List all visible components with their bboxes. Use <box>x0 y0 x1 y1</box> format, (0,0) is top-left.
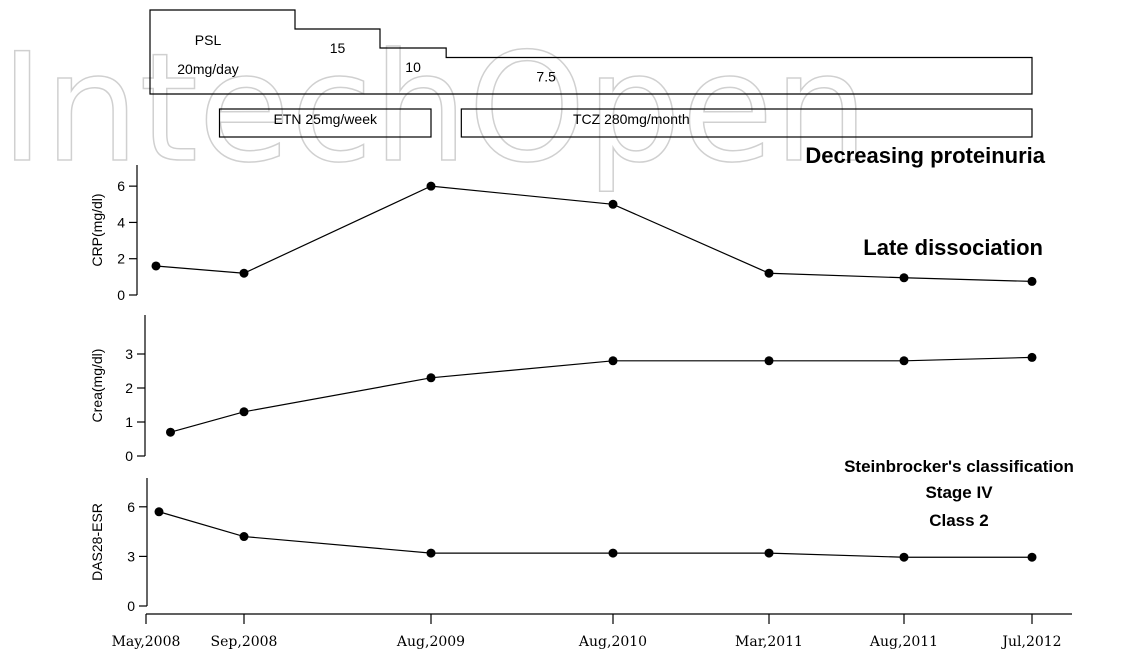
panel-annotation: Steinbrocker's classification <box>844 457 1074 476</box>
panel-1: 0 1 2 3 Crea(mg/dl) <box>89 315 1037 464</box>
data-point <box>764 268 774 278</box>
data-point <box>1027 352 1037 362</box>
data-point <box>154 507 164 517</box>
x-tick-label: May,2008 <box>112 634 181 650</box>
data-point <box>166 427 175 437</box>
y-tick-label: 6 <box>127 499 135 515</box>
psl-step-label: 7.5 <box>536 69 556 85</box>
data-point <box>608 548 618 558</box>
x-axis: May,2008 Sep,2008 Aug,2009 Aug,2010 Mar,2011… <box>112 613 1072 650</box>
data-point <box>764 356 774 366</box>
y-tick-label: 0 <box>117 287 125 303</box>
biologic-label: TCZ 280mg/month <box>573 111 690 127</box>
data-point <box>899 356 909 366</box>
y-tick-label: 3 <box>125 346 133 362</box>
data-point <box>608 199 618 209</box>
y-tick-label: 0 <box>127 598 135 614</box>
series-line <box>170 356 1033 433</box>
biologic-bar <box>460 108 1033 138</box>
y-axis-title: DAS28-ESR <box>89 503 105 581</box>
data-point <box>1027 276 1037 286</box>
panel-annotation: Class 2 <box>929 511 989 530</box>
series-line <box>158 511 1032 558</box>
biologic-bar <box>218 108 432 138</box>
psl-dose-timeline: PSL 20mg/day 15 10 7.5 <box>149 9 1033 95</box>
data-point <box>1027 552 1037 562</box>
data-point <box>608 356 618 366</box>
x-tick-label: Aug,2011 <box>869 634 938 650</box>
psl-step-label: 15 <box>330 40 346 56</box>
lab-value-panels: 0 2 4 6 CRP(mg/dl) Late dissociation 0 1 2 3 Crea(… <box>89 165 1074 614</box>
data-point <box>239 532 249 542</box>
data-point <box>899 273 909 283</box>
panel-2: 0 3 6 DAS28-ESR Steinbrocker's classificatio… <box>89 457 1074 614</box>
y-tick-label: 3 <box>127 548 135 564</box>
data-point <box>899 552 909 562</box>
x-tick-label: Aug,2010 <box>578 634 647 650</box>
biologic-therapy-bars: ETN 25mg/week TCZ 280mg/month <box>218 108 1033 138</box>
data-point <box>239 407 249 417</box>
psl-step-label: 20mg/day <box>177 61 238 77</box>
y-axis-title: CRP(mg/dl) <box>89 193 105 266</box>
data-point <box>426 548 436 558</box>
y-tick-label: 2 <box>125 380 133 396</box>
y-axis-title: Crea(mg/dl) <box>89 349 105 423</box>
biologic-label: ETN 25mg/week <box>274 111 378 127</box>
x-tick-label: Jul,2012 <box>1000 634 1061 650</box>
data-point <box>239 268 249 278</box>
x-tick-label: Sep,2008 <box>211 634 278 650</box>
data-point <box>151 261 161 271</box>
psl-dose-outline <box>149 9 1033 95</box>
data-point <box>426 373 436 383</box>
y-tick-label: 1 <box>125 414 133 430</box>
y-tick-label: 2 <box>117 251 125 267</box>
y-tick-label: 0 <box>125 448 133 464</box>
data-point <box>764 548 774 558</box>
data-point <box>426 181 436 191</box>
x-tick-label: Mar,2011 <box>735 634 803 650</box>
y-tick-label: 4 <box>117 214 125 230</box>
panel-annotation: Late dissociation <box>863 235 1043 260</box>
psl-step-label: 10 <box>405 59 421 75</box>
panel-0: 0 2 4 6 CRP(mg/dl) Late dissociation <box>89 165 1043 303</box>
x-tick-label: Aug,2009 <box>396 634 465 650</box>
series-line <box>155 185 1033 282</box>
psl-name-label: PSL <box>195 32 222 48</box>
panel-annotation: Stage IV <box>925 483 993 502</box>
y-tick-label: 6 <box>117 178 125 194</box>
annotation-decreasing-proteinuria: Decreasing proteinuria <box>805 143 1045 168</box>
